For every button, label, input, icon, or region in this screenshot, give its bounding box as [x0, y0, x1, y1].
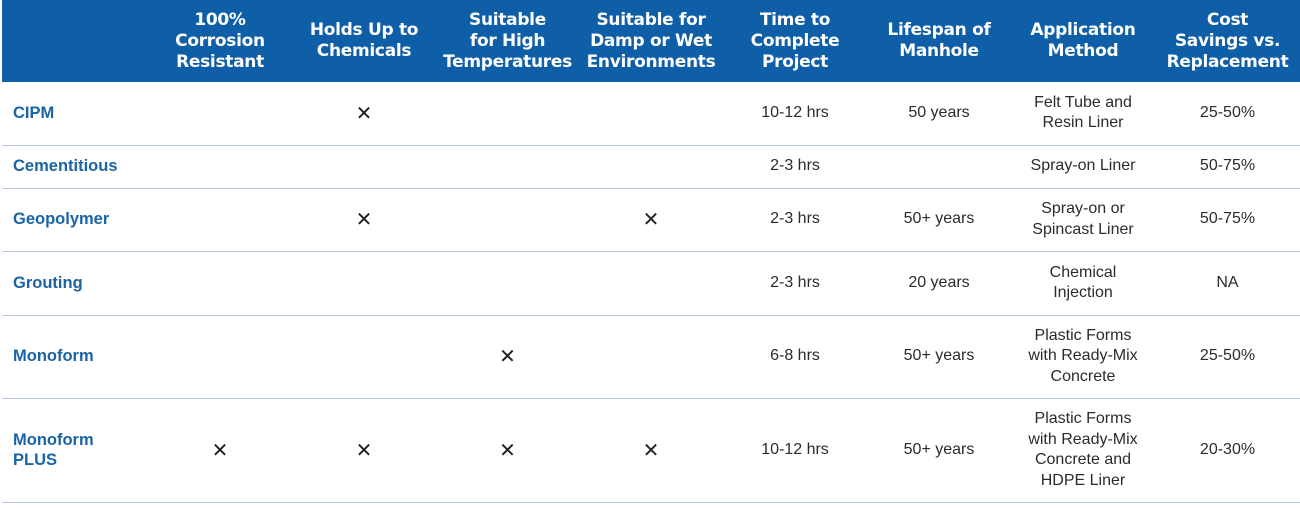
time-cell: 2-3 hrs [723, 188, 867, 252]
lifespan-cell: 50 years [867, 82, 1011, 146]
table-row: CIPM ✕ 10-12 hrs 50 years Felt Tube and … [2, 82, 1300, 146]
method-cell: Plastic Forms with Ready-Mix Concrete [1011, 315, 1155, 399]
corrosion-mark-icon [148, 145, 292, 189]
header-application-method: Application Method [1030, 20, 1136, 61]
chemicals-mark-icon: ✕ [292, 82, 436, 146]
method-cell: Spray-on or Spincast Liner [1011, 188, 1155, 252]
time-cell: 2-3 hrs [723, 251, 867, 316]
method-cell: Plastic Forms with Ready-Mix Concrete an… [1011, 398, 1155, 503]
high-temp-mark-icon [436, 188, 579, 252]
time-cell: 6-8 hrs [723, 315, 867, 399]
row-name: Monoform PLUS [2, 398, 148, 503]
row-name: Geopolymer [2, 188, 148, 252]
savings-cell: 25-50% [1155, 82, 1300, 146]
high-temp-mark-icon [436, 145, 579, 189]
corrosion-mark-icon [148, 188, 292, 252]
lifespan-cell: 50+ years [867, 398, 1011, 503]
damp-wet-mark-icon: ✕ [579, 188, 723, 252]
method-cell: Felt Tube and Resin Liner [1011, 82, 1155, 146]
high-temp-mark-icon: ✕ [436, 398, 579, 503]
table-row: Geopolymer ✕ ✕ 2-3 hrs 50+ years Spray-o… [2, 188, 1300, 252]
damp-wet-mark-icon [579, 145, 723, 189]
time-cell: 2-3 hrs [723, 145, 867, 189]
row-name: Monoform [2, 315, 148, 399]
chemicals-mark-icon: ✕ [292, 398, 436, 503]
lifespan-cell [867, 145, 1011, 189]
lifespan-cell: 20 years [867, 251, 1011, 316]
savings-cell: 50-75% [1155, 145, 1300, 189]
table-row: Grouting 2-3 hrs 20 years Chemical Injec… [2, 251, 1300, 316]
damp-wet-mark-icon: ✕ [579, 398, 723, 503]
header-holds-up-to-chemicals: Holds Up to Chemicals [309, 20, 419, 61]
table-row: Monoform ✕ 6-8 hrs 50+ years Plastic For… [2, 315, 1300, 399]
lifespan-cell: 50+ years [867, 315, 1011, 399]
chemicals-mark-icon [292, 251, 436, 316]
time-cell: 10-12 hrs [723, 398, 867, 503]
lifespan-cell: 50+ years [867, 188, 1011, 252]
header-time-to-complete: Time to Complete Project [750, 9, 840, 72]
time-cell: 10-12 hrs [723, 82, 867, 146]
damp-wet-mark-icon [579, 251, 723, 316]
savings-cell: 20-30% [1155, 398, 1300, 503]
header-lifespan: Lifespan of Manhole [887, 20, 991, 61]
row-name: Cementitious [2, 145, 148, 189]
table-row: Cementitious 2-3 hrs Spray-on Liner 50-7… [2, 145, 1300, 189]
header-corrosion-resistant: 100% Corrosion Resistant [175, 9, 265, 72]
high-temp-mark-icon [436, 251, 579, 316]
chemicals-mark-icon [292, 145, 436, 189]
row-name: CIPM [2, 82, 148, 146]
header-damp-wet-environments: Suitable for Damp or Wet Environments [586, 9, 716, 72]
header-row: 100% Corrosion Resistant Holds Up to Che… [2, 0, 1300, 82]
savings-cell: 50-75% [1155, 188, 1300, 252]
header-cost-savings: Cost Savings vs. Replacement [1166, 9, 1289, 72]
row-name: Grouting [2, 251, 148, 316]
high-temp-mark-icon: ✕ [436, 315, 579, 399]
corrosion-mark-icon: ✕ [148, 398, 292, 503]
savings-cell: NA [1155, 251, 1300, 316]
header-high-temperatures: Suitable for High Temperatures [443, 9, 572, 72]
header-blank [2, 0, 148, 82]
chemicals-mark-icon: ✕ [292, 188, 436, 252]
table-row: Monoform PLUS ✕ ✕ ✕ ✕ 10-12 hrs 50+ year… [2, 398, 1300, 503]
corrosion-mark-icon [148, 82, 292, 146]
high-temp-mark-icon [436, 82, 579, 146]
damp-wet-mark-icon [579, 82, 723, 146]
savings-cell: 25-50% [1155, 315, 1300, 399]
chemicals-mark-icon [292, 315, 436, 399]
method-cell: Spray-on Liner [1011, 145, 1155, 189]
method-cell: Chemical Injection [1011, 251, 1155, 316]
corrosion-mark-icon [148, 315, 292, 399]
corrosion-mark-icon [148, 251, 292, 316]
damp-wet-mark-icon [579, 315, 723, 399]
